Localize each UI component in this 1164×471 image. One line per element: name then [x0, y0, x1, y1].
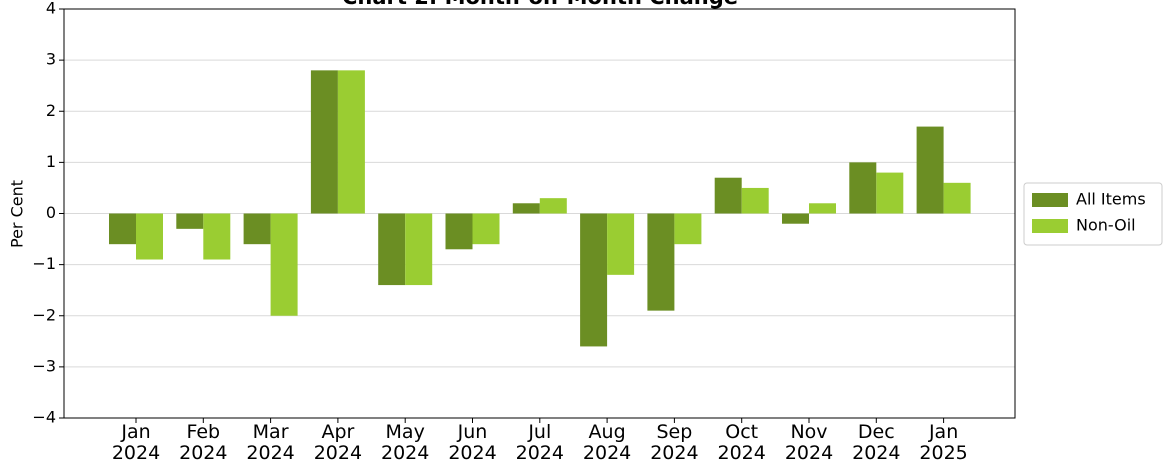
- x-tick-label: Jan 2024: [111, 421, 161, 464]
- bar: [741, 187, 769, 214]
- x-tick-label: Nov 2024: [784, 421, 834, 464]
- bar: [714, 177, 742, 214]
- x-tick-label: Dec 2024: [852, 421, 901, 464]
- bar: [176, 213, 204, 229]
- bar: [580, 213, 608, 347]
- y-tick-label: −4: [32, 408, 56, 427]
- bar: [270, 213, 298, 316]
- y-tick-label: −3: [32, 356, 56, 375]
- legend-label: Non-Oil: [1076, 216, 1136, 235]
- bar: [378, 213, 406, 286]
- bar: [674, 213, 702, 245]
- y-tick-label: 2: [46, 101, 56, 120]
- x-tick-label: Sep 2024: [650, 421, 699, 464]
- x-tick-label: Jan 2025: [919, 421, 968, 464]
- bar: [472, 213, 500, 245]
- bar: [943, 182, 971, 214]
- x-tick-label: Mar 2024: [246, 421, 295, 464]
- bar: [243, 213, 271, 245]
- y-tick-label: 0: [46, 203, 56, 222]
- y-tick-label: −1: [32, 254, 56, 273]
- y-tick-label: −2: [32, 305, 56, 324]
- y-tick-label: 1: [46, 152, 56, 171]
- bar: [203, 213, 231, 260]
- bar: [607, 213, 635, 275]
- bar: [876, 172, 904, 214]
- bar: [849, 162, 877, 214]
- bar: [337, 70, 365, 214]
- bar: [445, 213, 473, 250]
- x-tick-label: Apr 2024: [313, 421, 363, 464]
- legend-swatch: [1032, 219, 1068, 233]
- bar: [782, 213, 809, 224]
- bar: [512, 203, 540, 214]
- x-tick-label: Aug 2024: [582, 421, 632, 464]
- plot-frame: [63, 8, 1016, 419]
- legend-swatch: [1032, 193, 1068, 207]
- bar: [647, 213, 675, 311]
- bar: [109, 213, 136, 245]
- bar: [916, 126, 944, 214]
- x-tick-label: Feb 2024: [179, 421, 228, 464]
- bar: [809, 203, 836, 214]
- y-tick-label: 4: [46, 0, 56, 18]
- bar: [539, 198, 567, 214]
- bar: [136, 213, 163, 260]
- x-tick-label: Jul 2024: [515, 421, 564, 464]
- bar: [405, 213, 433, 286]
- x-tick-label: Oct 2024: [717, 421, 766, 464]
- x-tick-label: Jun 2024: [448, 421, 497, 464]
- legend-label: All Items: [1076, 190, 1146, 209]
- chart-title: Chart 2: Month-on-Month Change: [342, 0, 738, 9]
- y-tick-label: 3: [46, 50, 56, 69]
- y-axis-label: Per Cent: [8, 180, 27, 248]
- bar: [310, 70, 338, 214]
- x-tick-label: May 2024: [381, 421, 430, 464]
